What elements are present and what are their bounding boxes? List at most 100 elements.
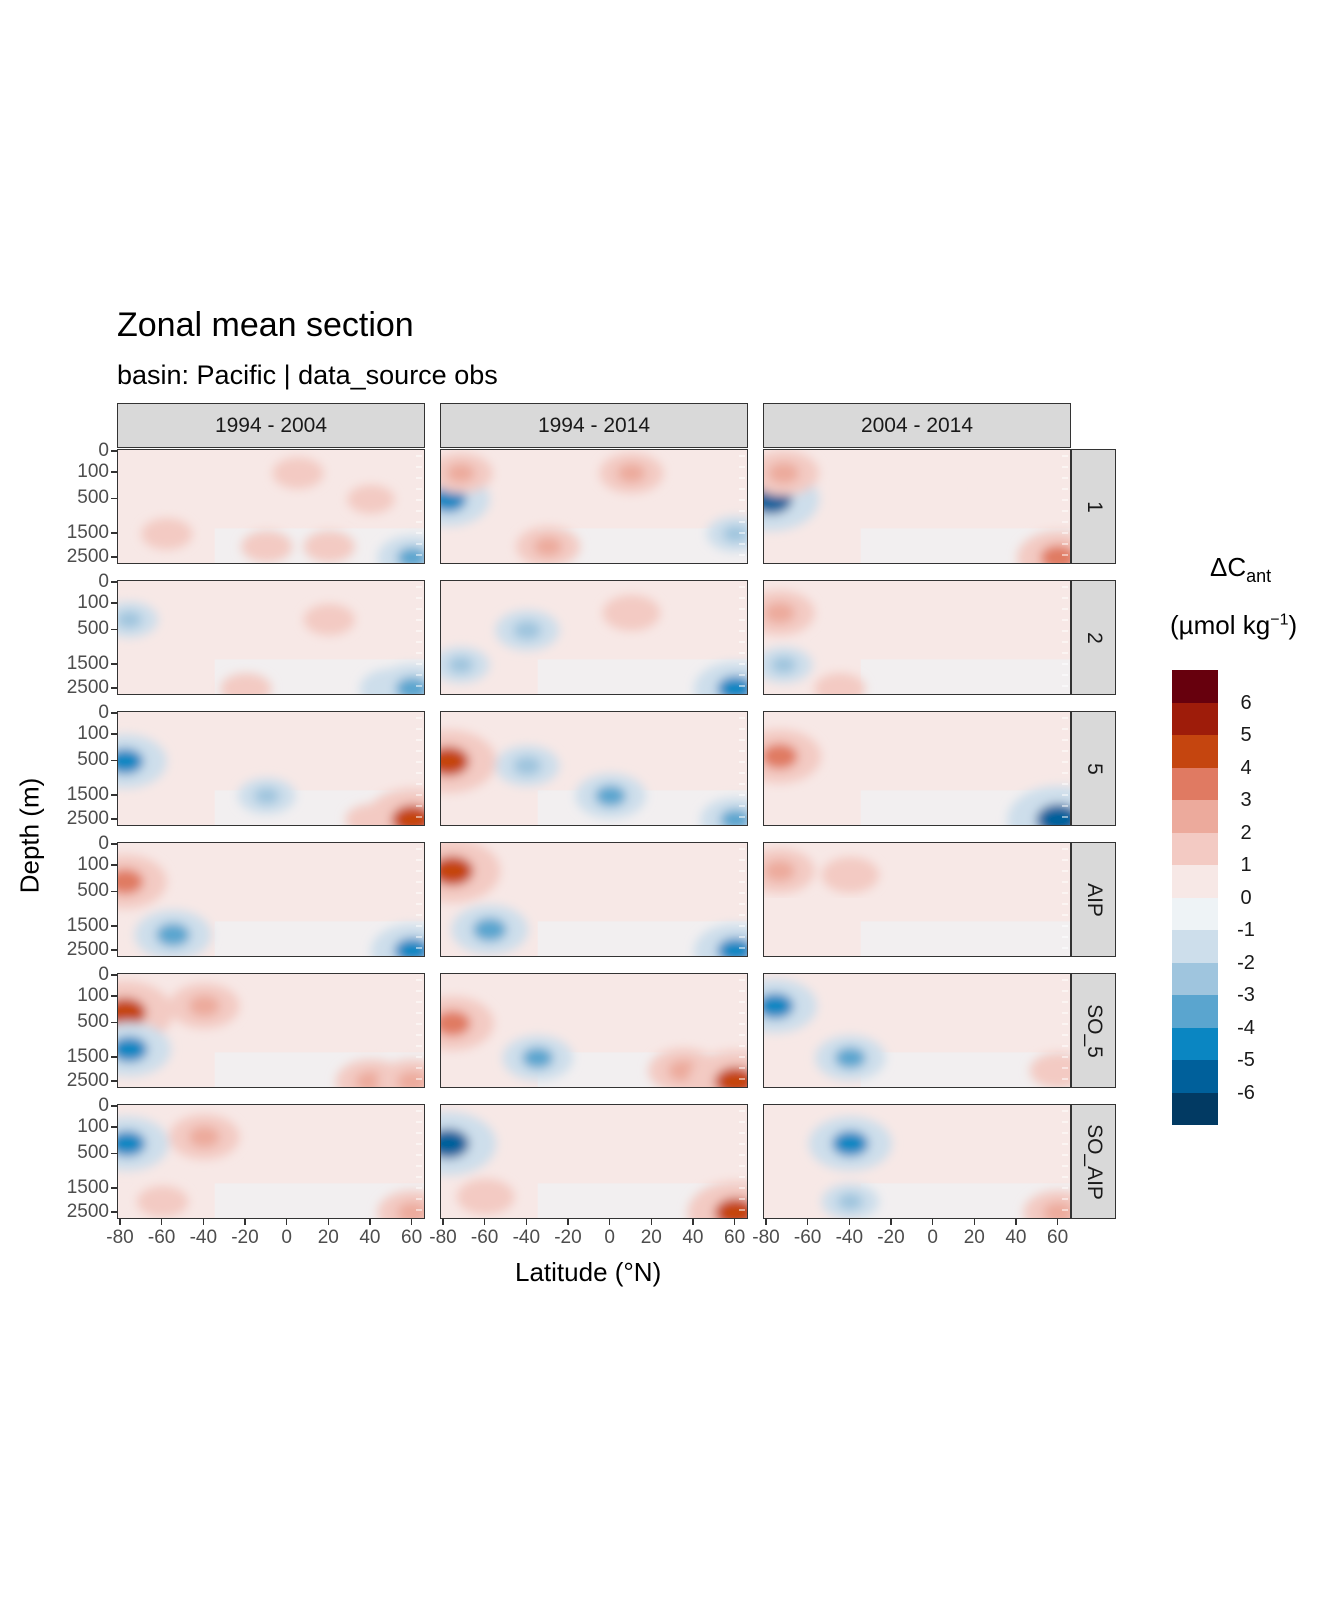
- panel-contour: [441, 712, 747, 825]
- y-tick-mark: [111, 1080, 117, 1082]
- anomaly-core: [771, 656, 797, 674]
- anomaly-core: [837, 866, 863, 884]
- legend-swatch: [1172, 670, 1218, 703]
- y-tick-mark: [111, 759, 117, 762]
- anomaly-core: [156, 923, 190, 947]
- anomaly-core: [764, 860, 795, 882]
- chart-subtitle: basin: Pacific | data_source obs: [117, 360, 498, 390]
- anomaly-core: [446, 463, 475, 483]
- legend-swatch: [1172, 1092, 1218, 1125]
- x-tick-mark: [650, 1219, 653, 1225]
- x-tick-mark: [525, 1219, 528, 1225]
- x-tick-label: 60: [401, 1227, 423, 1248]
- y-tick-label: 1500: [66, 1176, 109, 1198]
- facet-panel: [117, 580, 425, 695]
- y-tick-label: 500: [77, 1011, 109, 1033]
- panel-contour: [764, 450, 1070, 563]
- anomaly-core: [513, 620, 542, 640]
- chart-title: Zonal mean section: [117, 306, 414, 344]
- y-tick-mark: [111, 450, 117, 452]
- anomaly-core: [151, 1194, 174, 1210]
- legend-label: 5: [1240, 724, 1252, 746]
- x-tick-label: 40: [1005, 1227, 1027, 1248]
- x-tick-label: -20: [554, 1227, 582, 1248]
- facet-panel: [440, 449, 748, 564]
- x-tick-label: -60: [470, 1227, 499, 1248]
- anomaly-core: [828, 681, 852, 694]
- facet-panel: [440, 580, 748, 695]
- y-tick-label: 500: [77, 487, 109, 509]
- legend-label: -4: [1237, 1016, 1255, 1039]
- anomaly-core: [448, 656, 474, 674]
- y-tick-mark: [111, 995, 117, 997]
- x-tick-label: 20: [640, 1227, 662, 1248]
- y-tick-mark: [111, 1152, 117, 1155]
- anomaly-core: [155, 526, 179, 542]
- row-strip-label: AIP: [1082, 882, 1106, 917]
- x-tick-label: 20: [317, 1227, 339, 1248]
- anomaly-core: [441, 856, 474, 886]
- row-strip: SO_5: [1071, 973, 1116, 1088]
- legend-label: -5: [1237, 1049, 1255, 1071]
- y-tick-label: 100: [77, 854, 109, 876]
- y-tick-mark: [111, 1187, 117, 1189]
- y-tick-label: 500: [77, 618, 109, 640]
- anomaly-core: [118, 1131, 146, 1157]
- anomaly-core: [118, 1036, 148, 1062]
- anomaly-core: [318, 612, 341, 628]
- x-tick-mark: [244, 1219, 246, 1225]
- x-tick-label: -20: [877, 1227, 905, 1248]
- anomaly-core: [318, 539, 341, 555]
- anomaly-core: [722, 525, 747, 543]
- facet-panel: [763, 580, 1071, 695]
- panel-contour: [764, 843, 1070, 956]
- anomaly-core: [714, 1198, 747, 1218]
- panel-contour: [118, 581, 424, 694]
- legend-title-main: ΔC: [1210, 552, 1247, 582]
- y-tick-mark: [111, 471, 117, 473]
- x-tick-label: -40: [835, 1227, 864, 1248]
- facet-panel: [763, 973, 1071, 1088]
- y-tick-label: 100: [77, 723, 109, 745]
- x-tick-mark: [442, 1219, 444, 1225]
- y-tick-label: 100: [77, 592, 109, 614]
- y-tick-mark: [111, 1021, 117, 1024]
- anomaly-core: [1036, 804, 1070, 825]
- x-tick-label: -40: [512, 1227, 541, 1248]
- anomaly-core: [923, 482, 944, 495]
- panel-contour: [118, 450, 424, 563]
- panel-contour: [441, 581, 747, 694]
- x-tick-mark: [202, 1219, 205, 1225]
- y-tick-mark: [111, 864, 117, 866]
- y-tick-mark: [111, 733, 117, 735]
- anomaly-core: [1043, 1202, 1070, 1218]
- y-tick-label: 500: [77, 880, 109, 902]
- y-tick-label: 2500: [66, 676, 109, 698]
- facet-panel: [440, 842, 748, 957]
- anomaly-core: [1040, 545, 1070, 563]
- x-tick-mark: [160, 1219, 163, 1225]
- y-tick-label: 2500: [66, 807, 109, 829]
- anomaly-core: [513, 756, 542, 776]
- x-tick-label: 0: [927, 1227, 938, 1248]
- x-tick-mark: [931, 1219, 934, 1225]
- y-axis-label: Depth (m): [14, 777, 45, 894]
- anomaly-core: [391, 805, 424, 825]
- facet-panel: [117, 973, 425, 1088]
- y-tick-label: 0: [98, 964, 109, 985]
- row-strip-label: 1: [1082, 500, 1106, 513]
- legend-swatch: [1172, 832, 1218, 865]
- x-tick-mark: [410, 1219, 413, 1225]
- x-tick-mark: [848, 1219, 851, 1225]
- row-strip: 5: [1071, 711, 1116, 826]
- y-tick-mark: [111, 687, 117, 689]
- anomaly-core: [768, 462, 800, 484]
- y-tick-label: 0: [98, 1095, 109, 1116]
- anomaly-core: [764, 602, 795, 624]
- y-tick-label: 0: [98, 702, 109, 723]
- legend-label: 3: [1240, 789, 1252, 811]
- anomaly-core: [286, 465, 310, 481]
- legend-swatch: [1172, 962, 1218, 995]
- y-tick-mark: [111, 497, 117, 500]
- anomaly-core: [473, 918, 507, 942]
